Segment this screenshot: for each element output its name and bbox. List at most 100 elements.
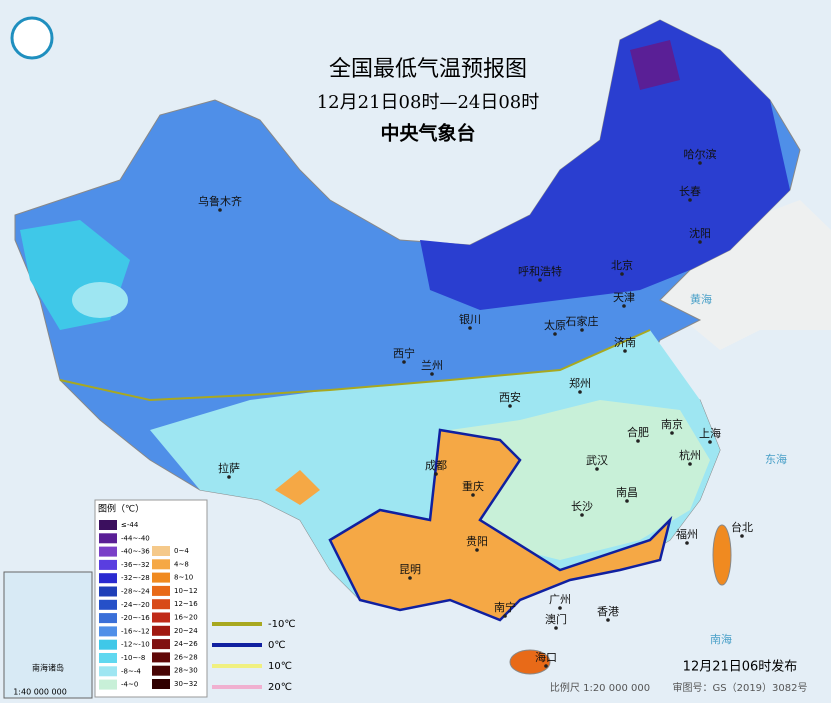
- city-dot: [508, 404, 512, 408]
- warm-south: [328, 428, 673, 622]
- city-dot: [622, 304, 626, 308]
- legend-swatch: [99, 546, 117, 557]
- taiwan: [712, 524, 732, 586]
- legend-label: 30~32: [174, 680, 198, 688]
- inset: [3, 571, 93, 699]
- legend-label: 28~30: [174, 667, 198, 675]
- city-label: 太原: [544, 319, 566, 332]
- city-dot: [688, 198, 692, 202]
- sea-label: 南海: [710, 632, 732, 646]
- legend-label: 12~16: [174, 600, 198, 608]
- city-dot: [430, 372, 434, 376]
- legend-label: 4~8: [174, 560, 189, 568]
- agency: 中央气象台: [380, 122, 475, 145]
- city-label: 沈阳: [689, 226, 711, 240]
- city-dot: [503, 614, 507, 618]
- city-dot: [623, 349, 627, 353]
- city-dot: [740, 534, 744, 538]
- city-label: 福州: [676, 527, 698, 541]
- korea-land: [660, 200, 831, 350]
- city-dot: [595, 467, 599, 471]
- sea-label: 东海: [765, 452, 787, 466]
- city-dot: [625, 499, 629, 503]
- legend-swatch: [152, 546, 170, 556]
- legend-label: -20~-16: [121, 614, 150, 622]
- city-label: 哈尔滨: [684, 147, 717, 161]
- legend-swatch: [152, 652, 170, 663]
- city-dot: [698, 240, 702, 244]
- period: 12月21日08时—24日08时: [317, 92, 540, 113]
- city-label: 兰州: [421, 359, 443, 372]
- legend-label: -10~-8: [121, 654, 145, 662]
- city-label: 南宁: [494, 600, 516, 614]
- legend-label: 26~28: [174, 653, 198, 661]
- legend-label: -8~-4: [121, 667, 141, 675]
- city-label: 南京: [661, 417, 683, 431]
- legend-label: -24~-20: [121, 601, 150, 609]
- city-label: 合肥: [627, 425, 649, 439]
- legend-label: -16~-12: [121, 627, 150, 635]
- legend-label: -4~0: [121, 681, 138, 689]
- legend-swatch: [99, 613, 117, 624]
- city-label: 郑州: [569, 376, 591, 390]
- hainan: [509, 649, 551, 675]
- issued: 12月21日06时发布: [683, 659, 798, 675]
- inset-scale: 1:40 000 000: [13, 688, 67, 697]
- city-dot: [544, 664, 548, 668]
- city-label: 西安: [499, 390, 521, 404]
- city-dot: [538, 278, 542, 282]
- city-dot: [475, 548, 479, 552]
- legend-label: 10~12: [174, 587, 198, 595]
- legend-swatch: [152, 599, 170, 610]
- city-label: 澳门: [545, 612, 567, 626]
- city-dot: [606, 618, 610, 622]
- cold-north: [420, 20, 790, 310]
- legend-swatch: [152, 559, 170, 570]
- legend-swatch: [99, 639, 117, 650]
- city-label: 石家庄: [566, 314, 599, 328]
- title: 全国最低气温预报图: [329, 57, 527, 82]
- city-dot: [558, 606, 562, 610]
- city-label: 成都: [425, 459, 447, 472]
- city-dot: [580, 513, 584, 517]
- city-label: 银川: [459, 312, 481, 326]
- legend-label: -36~-32: [121, 561, 150, 569]
- legend-swatch: [99, 586, 117, 597]
- city-dot: [408, 576, 412, 580]
- city-label: 武汉: [586, 454, 608, 467]
- city-dot: [580, 328, 584, 332]
- city-label: 贵阳: [466, 535, 488, 548]
- legend-swatch: [152, 572, 170, 583]
- city-label: 上海: [699, 426, 721, 440]
- legend-swatch: [99, 599, 117, 610]
- legend-swatch: [152, 612, 170, 623]
- legend-swatch: [152, 625, 170, 636]
- city-dot: [636, 439, 640, 443]
- city-label: 北京: [611, 258, 633, 272]
- coldest-core: [630, 40, 680, 90]
- city-label: 广州: [549, 593, 571, 606]
- city-label: 拉萨: [218, 461, 240, 475]
- city-label: 长沙: [571, 500, 593, 513]
- city-dot: [468, 326, 472, 330]
- city-label: 南昌: [616, 486, 638, 499]
- isotherm-label: 20℃: [268, 682, 292, 693]
- city-dot: [620, 272, 624, 276]
- city-label: 天津: [613, 291, 635, 304]
- city-dot: [698, 161, 702, 165]
- city-dot: [553, 332, 557, 336]
- logo: [10, 16, 54, 60]
- legend-label: -12~-10: [121, 641, 150, 649]
- city-dot: [685, 541, 689, 545]
- legend-swatch: [99, 533, 117, 544]
- legend-swatch: [99, 559, 117, 570]
- legend-label: ≤-44: [121, 521, 139, 529]
- city-label: 香港: [597, 605, 619, 618]
- legend-swatch: [99, 573, 117, 584]
- legend-label: 16~20: [174, 614, 198, 622]
- city-dot: [708, 440, 712, 444]
- city-dot: [218, 208, 222, 212]
- legend-swatch: [99, 653, 117, 663]
- scale: 比例尺 1:20 000 000: [550, 681, 650, 694]
